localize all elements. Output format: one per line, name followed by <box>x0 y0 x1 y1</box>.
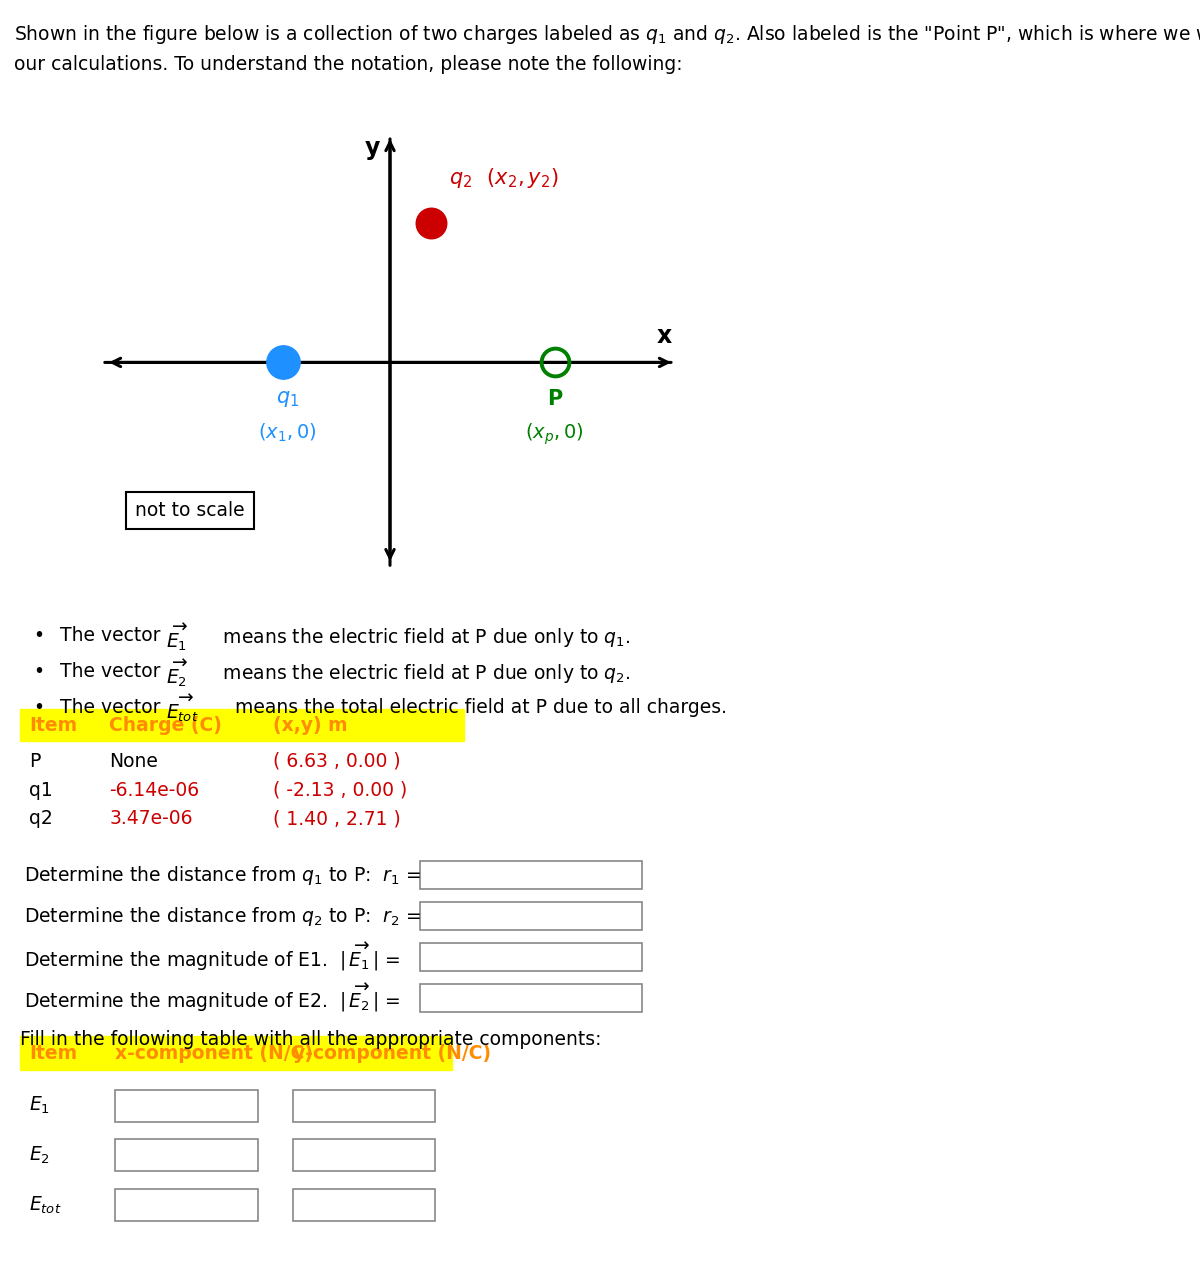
Text: $\overrightarrow{E_2}$: $\overrightarrow{E_2}$ <box>166 657 187 689</box>
Text: ( 1.40 , 2.71 ): ( 1.40 , 2.71 ) <box>274 810 401 829</box>
Text: not to scale: not to scale <box>134 502 245 521</box>
Text: Determine the magnitude of E2.  $|\,\overrightarrow{E_2}\,|$ =: Determine the magnitude of E2. $|\,\over… <box>24 981 401 1015</box>
Text: ( -2.13 , 0.00 ): ( -2.13 , 0.00 ) <box>274 780 408 799</box>
Text: y-component (N/C): y-component (N/C) <box>293 1044 491 1063</box>
Text: means the total electric field at P due to all charges.: means the total electric field at P due … <box>223 698 727 717</box>
Text: P: P <box>547 388 562 409</box>
Text: 3.47e-06: 3.47e-06 <box>109 810 193 829</box>
Text: The vector: The vector <box>60 626 173 645</box>
Bar <box>293 1139 436 1171</box>
Text: $(x_p, 0)$: $(x_p, 0)$ <box>526 421 584 447</box>
Bar <box>420 901 642 931</box>
Bar <box>420 943 642 971</box>
Text: Fill in the following table with all the appropriate components:: Fill in the following table with all the… <box>20 1030 602 1049</box>
Text: x-component (N/C): x-component (N/C) <box>115 1044 313 1063</box>
Text: (x,y) m: (x,y) m <box>274 715 348 735</box>
Text: Charge (C): Charge (C) <box>109 715 222 735</box>
Bar <box>115 1189 258 1221</box>
Text: $E_2$: $E_2$ <box>29 1144 50 1166</box>
Text: q1: q1 <box>29 780 53 799</box>
Bar <box>115 1139 258 1171</box>
Text: means the electric field at P due only to $q_2$.: means the electric field at P due only t… <box>211 662 631 685</box>
Text: Determine the magnitude of E1.  $|\,\overrightarrow{E_1}\,|$ =: Determine the magnitude of E1. $|\,\over… <box>24 941 401 974</box>
Text: None: None <box>109 752 158 771</box>
Bar <box>20 709 464 741</box>
Text: $q_1$: $q_1$ <box>276 388 299 409</box>
Text: x: x <box>656 323 672 348</box>
Text: $E_{tot}$: $E_{tot}$ <box>29 1194 61 1216</box>
Text: Item: Item <box>29 715 78 735</box>
Text: q2: q2 <box>29 810 53 829</box>
Bar <box>293 1090 436 1122</box>
Text: $(x_1, 0)$: $(x_1, 0)$ <box>258 421 317 444</box>
Text: P: P <box>29 752 41 771</box>
Text: The vector: The vector <box>60 698 173 717</box>
Text: y: y <box>365 136 380 160</box>
Bar <box>420 861 642 890</box>
Text: $\overrightarrow{E_1}$: $\overrightarrow{E_1}$ <box>166 621 187 653</box>
Text: Shown in the figure below is a collection of two charges labeled as $q_1$ and $q: Shown in the figure below is a collectio… <box>14 23 1200 46</box>
Bar <box>293 1189 436 1221</box>
Text: ( 6.63 , 0.00 ): ( 6.63 , 0.00 ) <box>274 752 401 771</box>
Text: means the electric field at P due only to $q_1$.: means the electric field at P due only t… <box>211 626 631 649</box>
Text: Determine the distance from $q_2$ to P:  $r_2$ =: Determine the distance from $q_2$ to P: … <box>24 905 421 928</box>
Text: The vector: The vector <box>60 662 173 681</box>
Text: •: • <box>34 626 44 645</box>
Bar <box>420 984 642 1012</box>
Bar <box>115 1090 258 1122</box>
Text: -6.14e-06: -6.14e-06 <box>109 780 199 799</box>
Text: •: • <box>34 698 44 717</box>
Text: Determine the distance from $q_1$ to P:  $r_1$ =: Determine the distance from $q_1$ to P: … <box>24 863 421 886</box>
Bar <box>20 1036 452 1071</box>
Text: our calculations. To understand the notation, please note the following:: our calculations. To understand the nota… <box>14 55 683 74</box>
Text: $q_2$  $(x_2, y_2)$: $q_2$ $(x_2, y_2)$ <box>449 165 559 190</box>
Text: Item: Item <box>29 1044 77 1063</box>
Text: $E_1$: $E_1$ <box>29 1095 50 1116</box>
Text: $\overrightarrow{E_{tot}}$: $\overrightarrow{E_{tot}}$ <box>166 693 198 724</box>
Text: •: • <box>34 662 44 681</box>
